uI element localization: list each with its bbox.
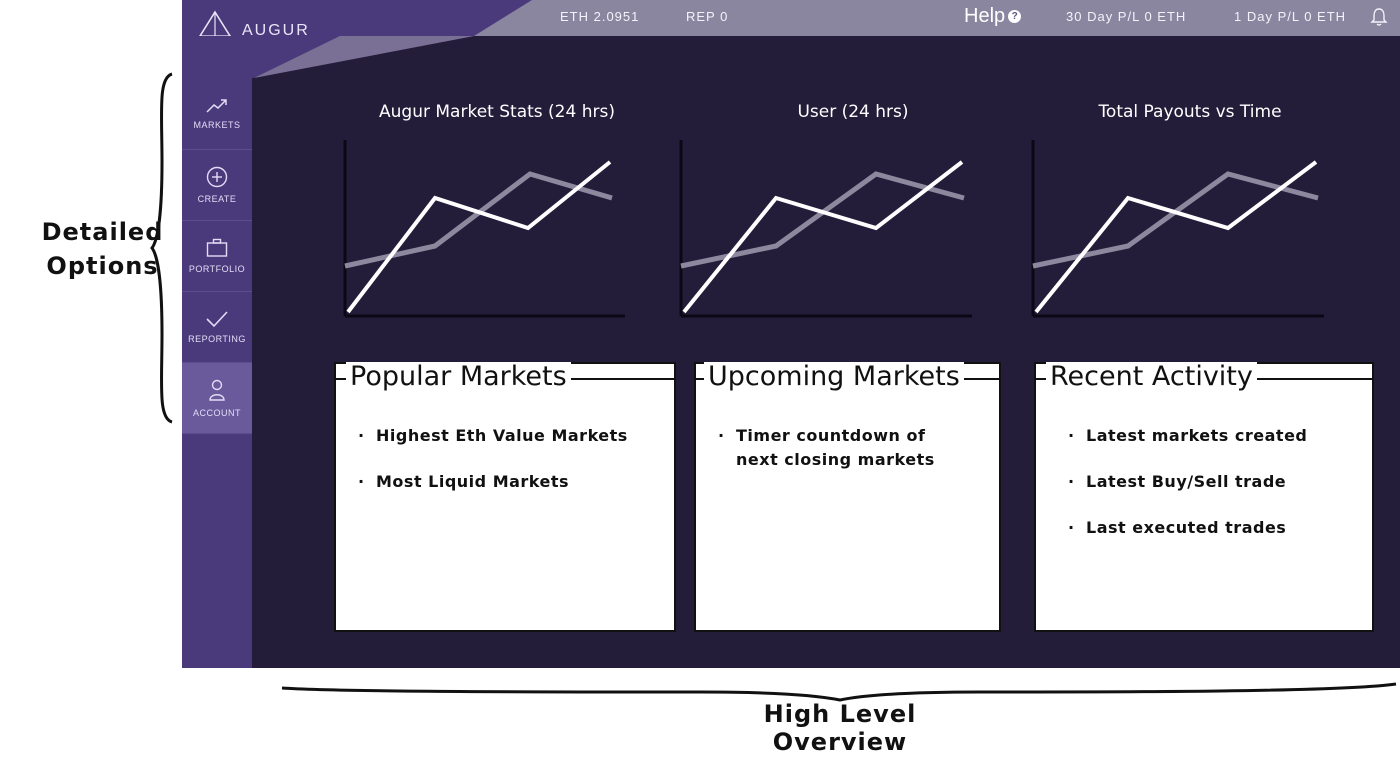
- panel-popular-markets: Popular Markets Highest Eth Value Market…: [334, 362, 676, 632]
- question-icon: ?: [1008, 10, 1022, 23]
- chart-title-user: User (24 hrs): [797, 102, 909, 122]
- chart-title-market-stats: Augur Market Stats (24 hrs): [379, 102, 615, 122]
- top-bar: AUGUR ETH 2.0951 REP 0 Help ? 30 Day P/L…: [182, 0, 1400, 78]
- list-item: Highest Eth Value Markets: [358, 424, 628, 448]
- annotation-line: Options: [46, 252, 159, 280]
- annotation-line: Detailed: [41, 218, 164, 246]
- placeholder-line-primary: [1034, 160, 1318, 314]
- placeholder-line-secondary: [680, 171, 965, 269]
- bottom-brace-icon: [281, 682, 1397, 702]
- annotation-high-level-overview: High Level Overview: [763, 700, 917, 756]
- pl-1-day: 1 Day P/L 0 ETH: [1234, 9, 1347, 24]
- placeholder-line-primary: [346, 160, 612, 314]
- check-icon: [206, 311, 228, 328]
- list-item: Latest markets created: [1068, 424, 1307, 448]
- briefcase-icon: [206, 238, 228, 257]
- list-item: Last executed trades: [1068, 516, 1307, 540]
- curly-brace-icon: [150, 72, 173, 424]
- help-label: Help: [964, 5, 1006, 27]
- panel-title: Popular Markets: [346, 362, 571, 392]
- chart-placeholder-market-stats: [343, 140, 625, 318]
- augur-app: AUGUR ETH 2.0951 REP 0 Help ? 30 Day P/L…: [182, 0, 1400, 668]
- panel-upcoming-markets: Upcoming Markets Timer countdown of next…: [694, 362, 1001, 632]
- panel-title: Recent Activity: [1046, 362, 1257, 392]
- sidebar-item-label: PORTFOLIO: [188, 264, 246, 274]
- sidebar-item-markets[interactable]: MARKETS: [182, 79, 252, 150]
- placeholder-line-secondary: [1032, 171, 1319, 269]
- trend-icon: [206, 99, 227, 113]
- sidebar-item-create[interactable]: CREATE: [182, 150, 252, 221]
- panel-list: Latest markets created Latest Buy/Sell t…: [1068, 424, 1307, 562]
- panel-title: Upcoming Markets: [704, 362, 964, 392]
- rep-balance: REP 0: [686, 9, 729, 24]
- sidebar-item-label: ACCOUNT: [193, 408, 241, 418]
- chart-title-total-payouts: Total Payouts vs Time: [1098, 102, 1282, 122]
- panel-recent-activity: Recent Activity Latest markets created L…: [1034, 362, 1374, 632]
- pl-30-day: 30 Day P/L 0 ETH: [1066, 9, 1187, 24]
- list-item: Timer countdown of next closing markets: [718, 424, 948, 472]
- brand-name: AUGUR: [242, 22, 310, 39]
- plus-circle-icon: [206, 166, 228, 188]
- sidebar: MARKETS CREATE PORTFOLIO REPORTING: [182, 36, 252, 668]
- help-button[interactable]: Help ?: [964, 5, 1022, 28]
- sidebar-item-portfolio[interactable]: PORTFOLIO: [182, 221, 252, 292]
- bell-icon[interactable]: [1370, 7, 1388, 27]
- sidebar-item-reporting[interactable]: REPORTING: [182, 292, 252, 363]
- sidebar-item-label: CREATE: [197, 194, 237, 204]
- placeholder-line-primary: [682, 160, 964, 314]
- placeholder-line-secondary: [344, 171, 613, 269]
- chart-placeholder-total-payouts: [1031, 140, 1324, 318]
- sidebar-item-label: MARKETS: [193, 120, 241, 130]
- annotation-detailed-options: Detailed Options: [40, 215, 165, 283]
- sidebar-item-account[interactable]: ACCOUNT: [182, 363, 252, 434]
- sidebar-item-label: REPORTING: [188, 334, 246, 344]
- panel-list: Highest Eth Value Markets Most Liquid Ma…: [358, 424, 628, 516]
- list-item: Most Liquid Markets: [358, 470, 628, 494]
- chart-placeholder-user: [679, 140, 972, 318]
- eth-balance: ETH 2.0951: [560, 9, 640, 24]
- person-icon: [209, 379, 225, 401]
- logo-wedge-decoration: [182, 0, 532, 78]
- list-item: Latest Buy/Sell trade: [1068, 470, 1307, 494]
- panel-list: Timer countdown of next closing markets: [718, 424, 948, 494]
